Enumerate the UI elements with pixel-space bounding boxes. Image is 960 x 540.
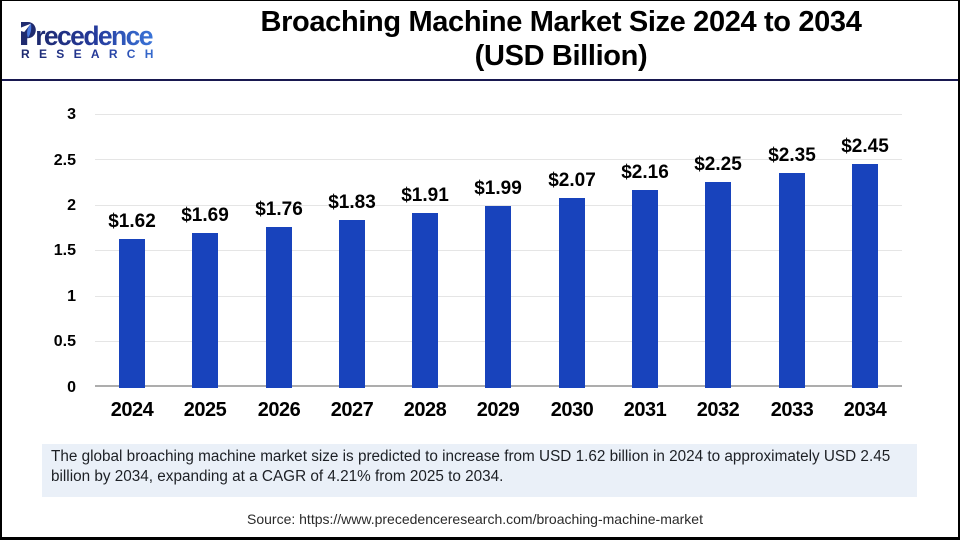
svg-text:RESEARCH: RESEARCH [21,47,163,61]
svg-text:recedence: recedence [35,21,153,51]
